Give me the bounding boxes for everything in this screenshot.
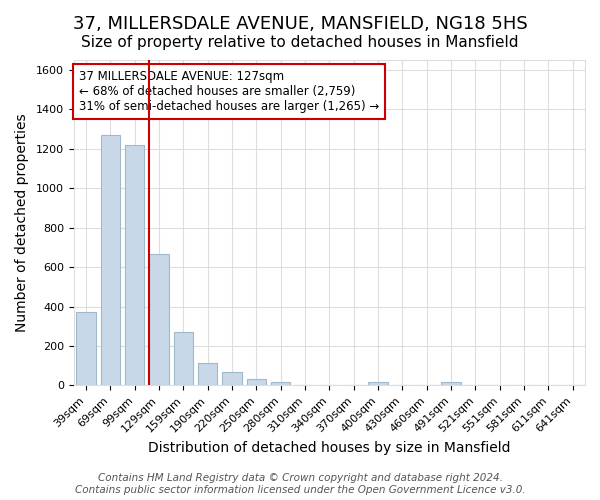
X-axis label: Distribution of detached houses by size in Mansfield: Distribution of detached houses by size … bbox=[148, 441, 511, 455]
Text: 37, MILLERSDALE AVENUE, MANSFIELD, NG18 5HS: 37, MILLERSDALE AVENUE, MANSFIELD, NG18 … bbox=[73, 15, 527, 33]
Text: Size of property relative to detached houses in Mansfield: Size of property relative to detached ho… bbox=[81, 35, 519, 50]
Bar bbox=[368, 382, 388, 386]
Text: Contains HM Land Registry data © Crown copyright and database right 2024.
Contai: Contains HM Land Registry data © Crown c… bbox=[74, 474, 526, 495]
Bar bbox=[173, 332, 193, 386]
Bar bbox=[149, 254, 169, 386]
Text: 37 MILLERSDALE AVENUE: 127sqm
← 68% of detached houses are smaller (2,759)
31% o: 37 MILLERSDALE AVENUE: 127sqm ← 68% of d… bbox=[79, 70, 379, 113]
Bar bbox=[442, 382, 461, 386]
Bar bbox=[198, 363, 217, 386]
Y-axis label: Number of detached properties: Number of detached properties bbox=[15, 114, 29, 332]
Bar bbox=[271, 382, 290, 386]
Bar bbox=[101, 135, 120, 386]
Bar bbox=[247, 378, 266, 386]
Bar bbox=[76, 312, 96, 386]
Bar bbox=[125, 145, 145, 386]
Bar bbox=[222, 372, 242, 386]
